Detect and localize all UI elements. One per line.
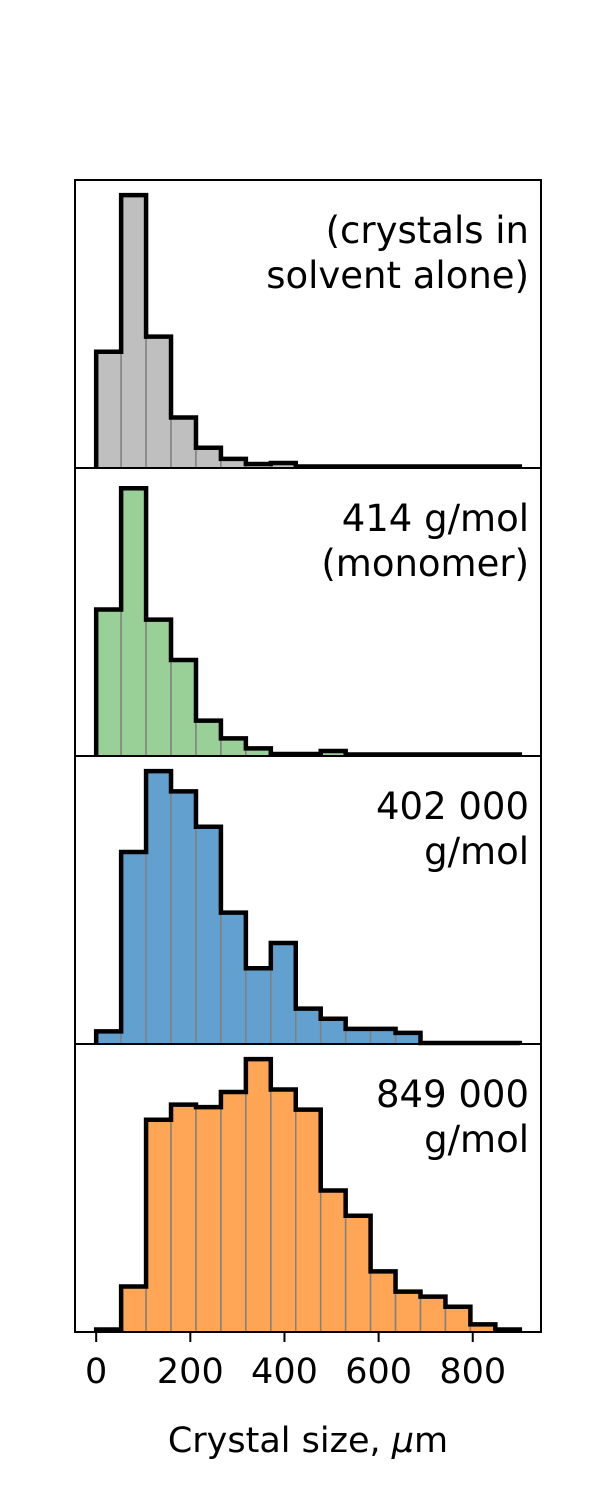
histogram-bar <box>444 1305 472 1333</box>
histogram-bar <box>319 1017 347 1045</box>
histogram-bar <box>95 351 122 469</box>
panel-label: 849 000 g/mol <box>376 1073 529 1161</box>
histogram-bar <box>220 737 247 757</box>
histogram-bar <box>344 1215 372 1333</box>
histogram-bar <box>295 1108 322 1333</box>
histogram-bar <box>170 1103 197 1333</box>
panel-frame <box>74 1043 542 1333</box>
histogram-bar <box>295 1007 322 1045</box>
histogram-bar <box>170 659 197 757</box>
histogram-bar <box>195 1106 222 1333</box>
histogram-bar <box>120 487 147 757</box>
histogram-bar <box>95 608 122 757</box>
x-tick-label: 200 <box>157 1352 224 1392</box>
panel-label: 402 000 g/mol <box>376 785 529 873</box>
histogram-bar <box>394 1290 422 1333</box>
histogram-outline <box>93 485 523 757</box>
x-tick-label: 400 <box>251 1352 318 1392</box>
panel-label-line: g/mol <box>424 830 529 873</box>
panel-2: 414 g/mol (monomer) <box>74 467 542 757</box>
panel-label: 414 g/mol (monomer) <box>321 497 529 585</box>
panels-layer: (crystals in solvent alone) 414 g/mol (mono… <box>74 179 542 1333</box>
histogram-bar <box>220 1091 247 1333</box>
histogram-bar <box>369 1270 397 1333</box>
panel-4: 849 000 g/mol <box>74 1043 542 1333</box>
x-axis-label: Crystal size, μm <box>168 1421 448 1461</box>
histogram-bar <box>195 447 222 469</box>
histogram-bar <box>120 851 147 1045</box>
histogram-bar <box>344 1028 372 1045</box>
histogram-bar <box>170 790 197 1045</box>
histogram-outline <box>93 1056 523 1332</box>
x-axis-label-unit-suffix: m <box>414 1421 448 1461</box>
x-tick-label: 600 <box>345 1352 412 1392</box>
panel-1: (crystals in solvent alone) <box>74 179 542 469</box>
panel-label-line: (crystals in <box>326 209 529 252</box>
histogram-bar <box>120 194 147 469</box>
histogram-bar <box>120 1285 147 1333</box>
histogram-bar <box>245 1058 272 1333</box>
histogram-bar <box>145 770 172 1045</box>
histogram-bar <box>319 1189 347 1333</box>
x-axis-label-unit-symbol: μ <box>391 1421 414 1461</box>
histogram-bar <box>369 1028 397 1045</box>
panel-label-line: g/mol <box>424 1118 529 1161</box>
panel-label: (crystals in solvent alone) <box>266 209 529 297</box>
histogram-bar <box>170 416 197 469</box>
histogram-bar <box>270 942 297 1045</box>
x-axis: 0 200 400 600 800 <box>85 1332 506 1392</box>
histogram-bar <box>195 825 222 1045</box>
histogram-bar <box>145 618 172 757</box>
panel-label-line: (monomer) <box>321 542 529 585</box>
panel-label-line: 402 000 <box>376 785 529 828</box>
histogram-bar <box>220 911 247 1045</box>
x-tick-label: 800 <box>439 1352 506 1392</box>
panel-3: 402 000 g/mol <box>74 755 542 1046</box>
histogram-bar <box>419 1295 447 1333</box>
histogram-bar <box>195 719 222 757</box>
histogram-bar <box>145 335 172 469</box>
histogram-bar <box>145 1119 172 1333</box>
x-tick-label: 0 <box>85 1352 107 1392</box>
histogram-outline <box>93 768 523 1046</box>
histogram-bar <box>270 1088 297 1333</box>
histogram-bar <box>245 967 272 1045</box>
x-axis-label-prefix: Crystal size, <box>168 1421 392 1461</box>
histogram-outline <box>93 192 523 469</box>
panel-label-line: solvent alone) <box>266 254 529 297</box>
panel-label-line: 414 g/mol <box>342 497 529 540</box>
panel-label-line: 849 000 <box>376 1073 529 1116</box>
